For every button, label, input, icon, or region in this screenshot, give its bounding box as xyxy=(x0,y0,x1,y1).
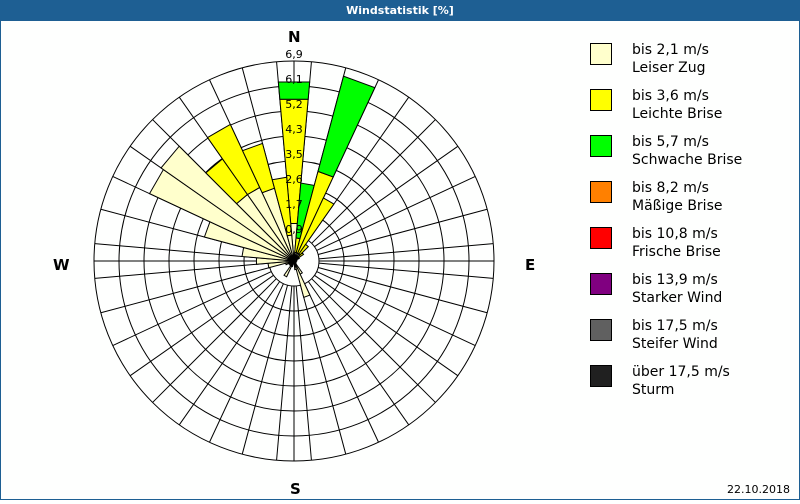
legend-swatch-icon xyxy=(590,181,612,203)
legend-swatch-icon xyxy=(590,227,612,249)
legend-label: Mäßige Brise xyxy=(632,197,722,215)
legend-swatch-icon xyxy=(590,43,612,65)
radial-tick-label: 5,2 xyxy=(285,98,303,111)
legend-swatch-icon xyxy=(590,365,612,387)
radial-tick-label: 3,5 xyxy=(285,148,303,161)
compass-east-label: E xyxy=(525,256,535,274)
radial-tick-label: 0,9 xyxy=(285,223,303,236)
radial-tick-label: 4,3 xyxy=(285,123,303,136)
grid-spoke xyxy=(130,275,273,375)
grid-spoke xyxy=(312,279,436,403)
grid-spoke xyxy=(95,263,269,278)
legend-swatch-icon xyxy=(590,319,612,341)
grid-spoke xyxy=(101,267,270,312)
rose-wedge xyxy=(318,76,375,177)
grid-spoke xyxy=(209,284,283,443)
legend-swatch-icon xyxy=(590,135,612,157)
date-stamp: 22.10.2018 xyxy=(727,483,790,496)
legend-label: Frische Brise xyxy=(632,243,721,261)
legend-range: über 17,5 m/s xyxy=(632,363,730,381)
compass-south-label: S xyxy=(290,480,301,498)
legend-range: bis 10,8 m/s xyxy=(632,225,721,243)
legend-range: bis 5,7 m/s xyxy=(632,133,742,151)
compass-north-label: N xyxy=(288,28,301,46)
legend-swatch-icon xyxy=(590,273,612,295)
legend-label: Sturm xyxy=(632,381,730,399)
grid-spoke xyxy=(318,267,487,312)
legend-range: bis 3,6 m/s xyxy=(632,87,722,105)
grid-spoke xyxy=(319,244,493,259)
radial-tick-label: 2,6 xyxy=(285,173,303,186)
grid-spoke xyxy=(314,275,457,375)
legend-range: bis 8,2 m/s xyxy=(632,179,722,197)
grid-spoke xyxy=(318,209,487,254)
legend-label: Leiser Zug xyxy=(632,59,709,77)
grid-spoke xyxy=(305,284,379,443)
grid-spoke xyxy=(296,286,311,460)
compass-west-label: W xyxy=(53,256,70,274)
legend-range: bis 17,5 m/s xyxy=(632,317,718,335)
legend-label: Schwache Brise xyxy=(632,151,742,169)
legend-range: bis 13,9 m/s xyxy=(632,271,722,289)
radial-tick-label: 6,9 xyxy=(285,48,303,61)
wind-rose-plot: 0,9 1,7 2,6 3,5 4,3 5,2 6,1 6,9 xyxy=(0,21,580,500)
grid-spoke xyxy=(113,272,272,346)
legend-label: Leichte Brise xyxy=(632,105,722,123)
grid-spoke xyxy=(317,176,476,250)
window-title: Windstatistik [%] xyxy=(0,0,800,21)
legend-swatch-icon xyxy=(590,89,612,111)
grid-spoke xyxy=(153,279,277,403)
grid-spoke xyxy=(319,263,493,278)
grid-spoke xyxy=(300,285,345,454)
legend-label: Steifer Wind xyxy=(632,335,718,353)
legend-range: bis 2,1 m/s xyxy=(632,41,709,59)
legend-label: Starker Wind xyxy=(632,289,722,307)
grid-spoke xyxy=(277,286,292,460)
wind-rose: 0,9 1,7 2,6 3,5 4,3 5,2 6,1 6,9 xyxy=(0,21,580,500)
grid-spoke xyxy=(308,281,408,424)
grid-spoke xyxy=(317,272,476,346)
radial-tick-label: 1,7 xyxy=(285,198,303,211)
grid-spoke xyxy=(179,281,279,424)
grid-spoke xyxy=(242,285,287,454)
radial-tick-label: 6,1 xyxy=(285,73,303,86)
